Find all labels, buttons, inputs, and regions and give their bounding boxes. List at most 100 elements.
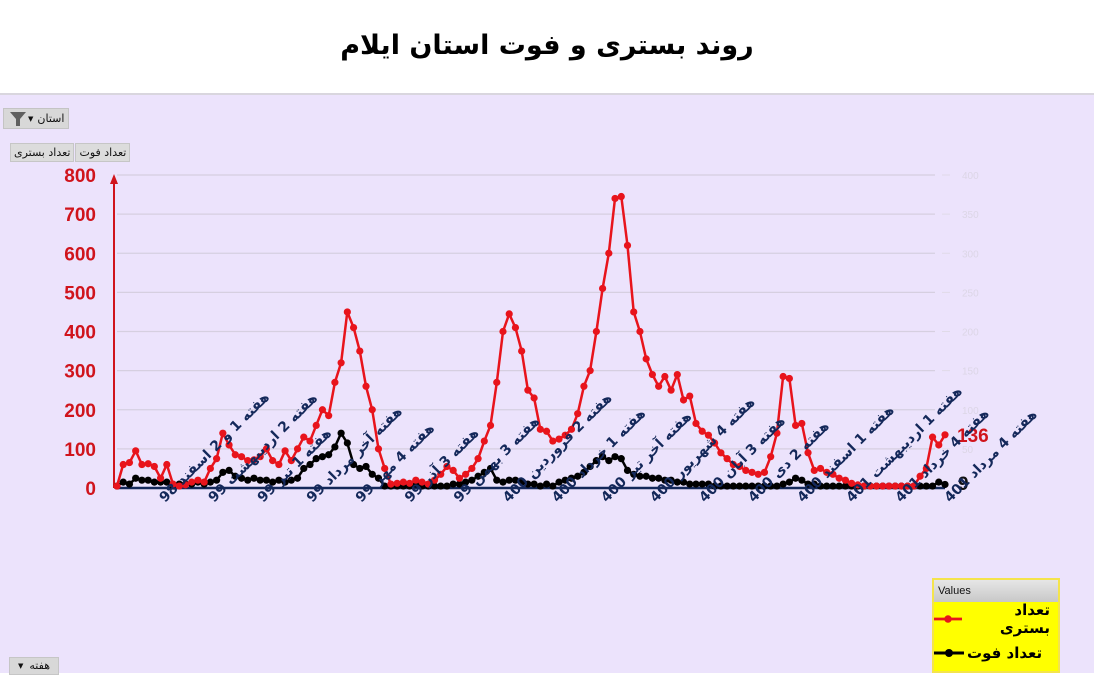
data-point[interactable] bbox=[592, 327, 600, 336]
data-point[interactable] bbox=[269, 478, 277, 486]
data-point[interactable] bbox=[630, 470, 638, 478]
data-point[interactable] bbox=[542, 427, 551, 435]
data-point[interactable] bbox=[823, 468, 831, 476]
data-point[interactable] bbox=[810, 480, 818, 488]
data-point[interactable] bbox=[711, 439, 719, 447]
data-point[interactable] bbox=[418, 478, 426, 486]
data-point[interactable] bbox=[219, 468, 227, 476]
data-point[interactable] bbox=[132, 447, 140, 455]
data-point[interactable] bbox=[748, 468, 756, 476]
data-point[interactable] bbox=[866, 482, 874, 490]
data-point[interactable] bbox=[623, 466, 632, 474]
data-point[interactable] bbox=[119, 478, 127, 486]
data-point[interactable] bbox=[250, 474, 258, 482]
data-point[interactable] bbox=[729, 460, 737, 469]
data-point[interactable] bbox=[567, 474, 576, 482]
data-point[interactable] bbox=[300, 464, 308, 473]
data-point[interactable] bbox=[916, 472, 924, 480]
data-point[interactable] bbox=[667, 386, 675, 394]
data-point[interactable] bbox=[468, 464, 476, 473]
data-point[interactable] bbox=[437, 470, 445, 478]
data-point[interactable] bbox=[480, 437, 488, 445]
data-point[interactable] bbox=[237, 453, 246, 461]
data-point[interactable] bbox=[648, 474, 656, 482]
data-point[interactable] bbox=[125, 458, 134, 467]
data-point[interactable] bbox=[673, 370, 681, 379]
data-point[interactable] bbox=[493, 378, 501, 386]
data-point[interactable] bbox=[424, 480, 432, 488]
data-point[interactable] bbox=[592, 457, 600, 465]
data-point[interactable] bbox=[723, 455, 731, 463]
data-point[interactable] bbox=[773, 482, 781, 490]
data-point[interactable] bbox=[524, 386, 532, 394]
data-point[interactable] bbox=[287, 457, 295, 465]
data-point[interactable] bbox=[530, 394, 538, 402]
data-point[interactable] bbox=[798, 476, 806, 484]
data-point[interactable] bbox=[742, 466, 750, 474]
data-point[interactable] bbox=[897, 482, 906, 490]
data-point[interactable] bbox=[511, 323, 520, 332]
data-point[interactable] bbox=[449, 466, 457, 474]
data-point[interactable] bbox=[598, 453, 607, 461]
data-point[interactable] bbox=[773, 429, 781, 437]
data-point[interactable] bbox=[518, 347, 526, 355]
data-point[interactable] bbox=[231, 472, 239, 480]
data-point[interactable] bbox=[455, 474, 464, 482]
data-point[interactable] bbox=[486, 421, 495, 429]
data-point[interactable] bbox=[262, 445, 271, 453]
data-point[interactable] bbox=[468, 476, 476, 484]
data-point[interactable] bbox=[760, 468, 769, 476]
data-point[interactable] bbox=[779, 480, 787, 488]
data-point[interactable] bbox=[692, 419, 700, 428]
data-point[interactable] bbox=[561, 431, 569, 439]
data-point[interactable] bbox=[312, 421, 320, 429]
data-point[interactable] bbox=[169, 480, 177, 488]
data-point[interactable] bbox=[611, 194, 619, 203]
data-point[interactable] bbox=[213, 476, 221, 484]
week-axis-field-button[interactable]: هفته ▼ bbox=[9, 657, 59, 675]
data-point[interactable] bbox=[661, 372, 669, 381]
data-point[interactable] bbox=[430, 476, 439, 484]
field-button-hospitalized[interactable]: تعداد بستری bbox=[10, 143, 75, 162]
data-point[interactable] bbox=[574, 472, 582, 480]
data-point[interactable] bbox=[144, 476, 152, 484]
data-point[interactable] bbox=[188, 478, 196, 486]
data-point[interactable] bbox=[785, 374, 793, 383]
data-point[interactable] bbox=[941, 431, 949, 439]
data-point[interactable] bbox=[673, 478, 681, 486]
data-point[interactable] bbox=[505, 476, 513, 484]
data-point[interactable] bbox=[244, 457, 252, 465]
data-point[interactable] bbox=[462, 478, 470, 486]
data-point[interactable] bbox=[667, 476, 675, 484]
data-point[interactable] bbox=[686, 392, 694, 400]
data-point[interactable] bbox=[711, 482, 719, 490]
data-point[interactable] bbox=[872, 482, 881, 490]
data-point[interactable] bbox=[760, 482, 769, 490]
data-point[interactable] bbox=[356, 347, 364, 355]
data-point[interactable] bbox=[791, 474, 800, 482]
data-point[interactable] bbox=[113, 482, 121, 490]
data-point[interactable] bbox=[393, 479, 401, 487]
data-point[interactable] bbox=[860, 482, 868, 490]
data-point[interactable] bbox=[617, 455, 625, 463]
data-point[interactable] bbox=[518, 478, 526, 486]
data-point[interactable] bbox=[150, 478, 158, 486]
data-point[interactable] bbox=[735, 462, 744, 471]
data-point[interactable] bbox=[219, 429, 227, 437]
data-point[interactable] bbox=[225, 466, 233, 474]
data-point[interactable] bbox=[437, 482, 445, 490]
data-point[interactable] bbox=[922, 464, 930, 473]
data-point[interactable] bbox=[605, 249, 613, 257]
data-point[interactable] bbox=[138, 476, 146, 484]
data-point[interactable] bbox=[841, 482, 849, 490]
data-point[interactable] bbox=[729, 482, 737, 490]
data-point[interactable] bbox=[343, 308, 351, 316]
data-point[interactable] bbox=[256, 476, 264, 484]
data-point[interactable] bbox=[549, 437, 557, 445]
legend-item-hospitalized[interactable]: تعداد بستری bbox=[934, 601, 1058, 637]
data-point[interactable] bbox=[748, 482, 756, 490]
data-point[interactable] bbox=[767, 482, 775, 490]
data-point[interactable] bbox=[586, 367, 594, 375]
data-point[interactable] bbox=[617, 192, 625, 201]
data-point[interactable] bbox=[499, 327, 507, 336]
